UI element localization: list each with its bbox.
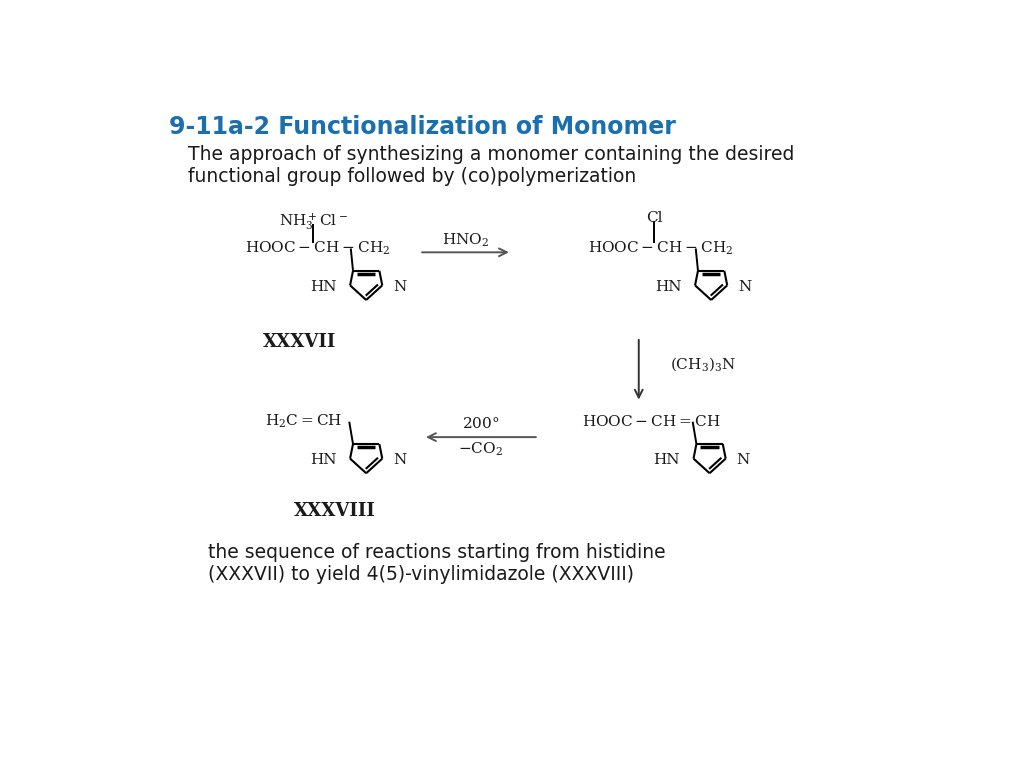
Text: XXXVIII: XXXVIII (294, 502, 376, 520)
Text: Cl: Cl (646, 211, 663, 226)
Text: HN: HN (309, 280, 336, 294)
Text: N: N (738, 280, 752, 294)
Text: $\mathregular{200°}$: $\mathregular{200°}$ (462, 415, 500, 431)
Text: $\mathregular{HOOC-CH=CH}$: $\mathregular{HOOC-CH=CH}$ (582, 414, 720, 429)
Text: $\mathregular{-CO_2}$: $\mathregular{-CO_2}$ (459, 441, 504, 458)
Text: $\mathregular{H_2C=CH}$: $\mathregular{H_2C=CH}$ (265, 413, 342, 430)
Text: $\mathregular{HOOC-CH-CH_2}$: $\mathregular{HOOC-CH-CH_2}$ (245, 240, 390, 257)
Text: $\mathregular{(CH_3)_3N}$: $\mathregular{(CH_3)_3N}$ (670, 355, 735, 373)
Text: XXXVII: XXXVII (263, 333, 337, 352)
Text: $\mathregular{NH_3^+Cl^-}$: $\mathregular{NH_3^+Cl^-}$ (279, 211, 347, 232)
Text: HN: HN (654, 280, 681, 294)
Text: HN: HN (309, 453, 336, 467)
Text: 9-11a-2 Functionalization of Monomer: 9-11a-2 Functionalization of Monomer (169, 115, 676, 139)
Text: N: N (393, 453, 407, 467)
Text: $\mathregular{HOOC-CH-CH_2}$: $\mathregular{HOOC-CH-CH_2}$ (588, 240, 733, 257)
Text: $\mathregular{HNO_2}$: $\mathregular{HNO_2}$ (442, 231, 489, 249)
Text: HN: HN (653, 453, 680, 467)
Text: The approach of synthesizing a monomer containing the desired
functional group f: The approach of synthesizing a monomer c… (188, 144, 795, 186)
Text: N: N (736, 453, 750, 467)
Text: N: N (393, 280, 407, 294)
Text: the sequence of reactions starting from histidine
(XXXVII) to yield 4(5)-vinylim: the sequence of reactions starting from … (208, 544, 666, 584)
